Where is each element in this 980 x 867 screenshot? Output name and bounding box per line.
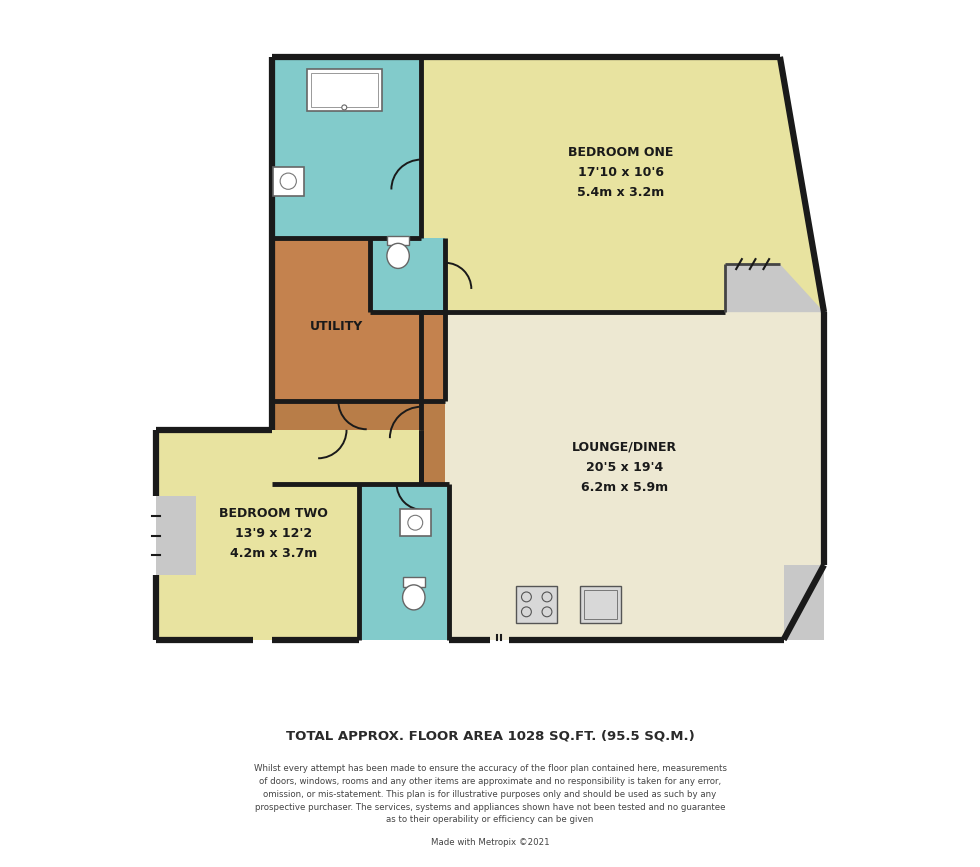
Polygon shape — [271, 238, 445, 401]
Bar — [400, 510, 431, 536]
Ellipse shape — [387, 244, 410, 269]
Bar — [403, 577, 425, 587]
Circle shape — [280, 173, 296, 189]
Text: TOTAL APPROX. FLOOR AREA 1028 SQ.FT. (95.5 SQ.M.): TOTAL APPROX. FLOOR AREA 1028 SQ.FT. (95… — [285, 729, 695, 742]
Bar — [579, 586, 620, 623]
Polygon shape — [156, 430, 271, 640]
Bar — [584, 590, 616, 618]
Polygon shape — [370, 238, 445, 312]
Polygon shape — [156, 496, 196, 575]
Bar — [516, 586, 558, 623]
Bar — [272, 166, 304, 196]
Polygon shape — [156, 430, 421, 640]
Polygon shape — [421, 312, 824, 640]
Circle shape — [342, 105, 347, 110]
Text: LOUNGE/DINER
20'5 x 19'4
6.2m x 5.9m: LOUNGE/DINER 20'5 x 19'4 6.2m x 5.9m — [572, 440, 677, 493]
Polygon shape — [156, 430, 271, 640]
Ellipse shape — [403, 585, 425, 610]
Bar — [311, 73, 378, 108]
Polygon shape — [271, 484, 360, 640]
Polygon shape — [360, 484, 449, 640]
Text: Made with Metropix ©2021: Made with Metropix ©2021 — [430, 838, 550, 847]
Text: UTILITY: UTILITY — [311, 320, 364, 333]
Polygon shape — [421, 57, 824, 312]
Polygon shape — [725, 264, 824, 312]
Text: BEDROOM ONE
17'10 x 10'6
5.4m x 3.2m: BEDROOM ONE 17'10 x 10'6 5.4m x 3.2m — [568, 147, 673, 199]
Bar — [387, 236, 410, 245]
Polygon shape — [784, 565, 824, 640]
Polygon shape — [271, 57, 421, 238]
Polygon shape — [271, 401, 445, 484]
Text: BEDROOM TWO
13'9 x 12'2
4.2m x 3.7m: BEDROOM TWO 13'9 x 12'2 4.2m x 3.7m — [219, 507, 327, 560]
Circle shape — [408, 515, 422, 530]
Text: Whilst every attempt has been made to ensure the accuracy of the floor plan cont: Whilst every attempt has been made to en… — [254, 764, 726, 825]
Bar — [307, 69, 381, 111]
